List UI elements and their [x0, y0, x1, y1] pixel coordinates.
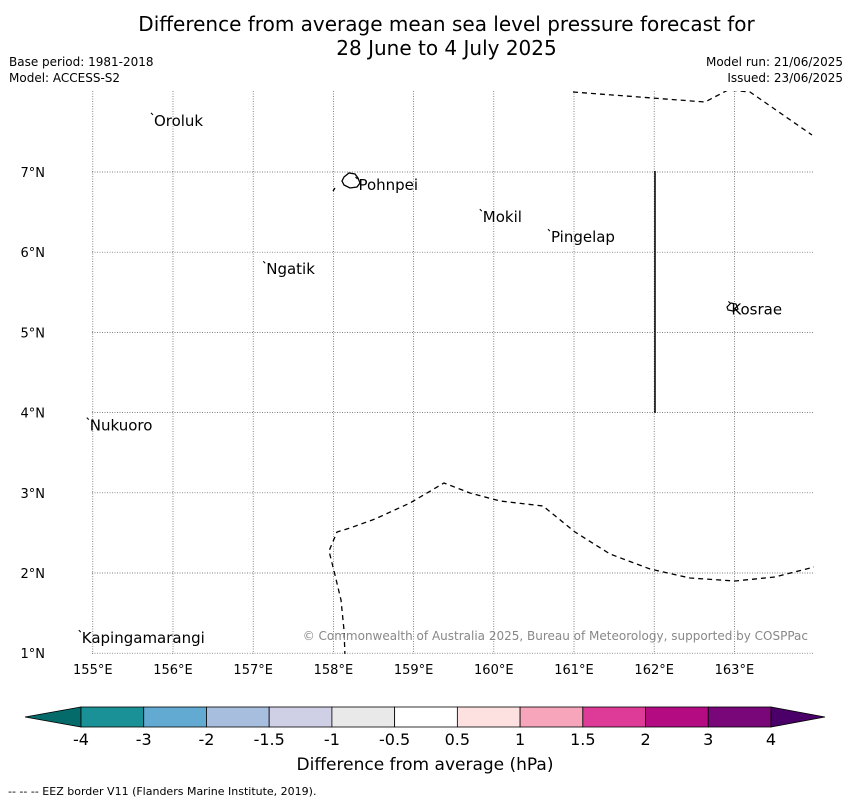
- lat-tick-label: 6°N: [21, 246, 46, 261]
- axis-labels: 155°E 156°E 157°E 158°E 159°E 160°E 161°E 162°E…: [21, 166, 755, 678]
- colorbar-swatch: [80, 706, 145, 728]
- place-marker: [479, 208, 483, 212]
- lon-tick-label: 157°E: [233, 663, 273, 678]
- place-label: Ngatik: [266, 260, 315, 278]
- place-label: Kosrae: [731, 300, 782, 318]
- eez-border-west: [332, 187, 336, 192]
- lon-tick-label: 158°E: [314, 663, 354, 678]
- colorbar-tick-label: 2: [640, 730, 650, 749]
- colorbar-label: Difference from average (hPa): [296, 755, 554, 775]
- colorbar-swatch: [645, 706, 709, 728]
- lat-tick-label: 4°N: [21, 407, 46, 422]
- colorbar-tick-label: 0.5: [445, 730, 470, 749]
- footer-note: -- -- -- EEZ border V11 (Flanders Marine…: [8, 785, 317, 798]
- place-marker: [78, 629, 82, 633]
- pohnpei-island: [341, 172, 361, 189]
- place-label: Kapingamarangi: [82, 629, 205, 647]
- colorbar-swatch: [456, 706, 521, 728]
- eez-border-north: [572, 91, 813, 136]
- place-marker: [86, 417, 90, 420]
- colorbar: -4 -3 -2 -1.5 -1 -0.5 0.5 1 1.5 2 3 4: [24, 706, 826, 749]
- title-line-2: 28 June to 4 July 2025: [336, 36, 557, 60]
- colorbar-tick-label: -0.5: [379, 730, 410, 749]
- colorbar-swatch: [707, 706, 772, 728]
- lat-tick-label: 7°N: [21, 166, 46, 181]
- colorbar-tick-label: -3: [136, 730, 152, 749]
- place-marker: [150, 112, 154, 116]
- meta-left: Base period: 1981-2018 Model: ACCESS-S2: [9, 54, 154, 86]
- place-label: Pingelap: [551, 228, 615, 246]
- graticule: [92, 91, 814, 654]
- place-marker: [728, 300, 731, 304]
- chart-title: Difference from average mean sea level p…: [0, 12, 850, 60]
- place-marker: [262, 260, 266, 264]
- colorbar-tick-label: -2: [198, 730, 214, 749]
- lon-tick-label: 162°E: [634, 663, 674, 678]
- place-label: Pohnpei: [358, 176, 418, 194]
- colorbar-swatch: [582, 706, 646, 728]
- colorbar-low-extend: [24, 706, 82, 728]
- colorbar-swatch: [143, 706, 207, 728]
- lat-tick-label: 5°N: [21, 326, 46, 341]
- lat-tick-label: 3°N: [21, 487, 46, 502]
- issued-text: Issued: 23/06/2025: [727, 71, 843, 85]
- place-label: Mokil: [483, 208, 522, 226]
- colorbar-tick-label: -4: [73, 730, 89, 749]
- model-run-text: Model run: 21/06/2025: [705, 55, 843, 69]
- colorbar-high-extend: [770, 706, 826, 728]
- colorbar-swatch: [519, 706, 584, 728]
- lon-tick-label: 156°E: [153, 663, 193, 678]
- base-period-text: Base period: 1981-2018: [9, 55, 154, 69]
- colorbar-swatch: [394, 706, 458, 728]
- colorbar-tick-label: 1: [515, 730, 525, 749]
- lon-tick-label: 163°E: [715, 663, 755, 678]
- lat-tick-label: 1°N: [21, 647, 46, 662]
- place-marker: [355, 176, 358, 180]
- colorbar-tick-label: -1.5: [254, 730, 285, 749]
- colorbar-tick-label: -1: [324, 730, 340, 749]
- kosrae-island: [726, 302, 739, 312]
- copyright-text: © Commonwealth of Australia 2025, Bureau…: [303, 629, 808, 643]
- meta-right: Model run: 21/06/2025 Issued: 23/06/2025: [706, 54, 843, 86]
- colorbar-tick-label: 4: [766, 730, 776, 749]
- lon-tick-label: 161°E: [554, 663, 594, 678]
- colorbar-swatch: [331, 706, 396, 728]
- colorbar-tick-label: 1.5: [570, 730, 595, 749]
- title-line-1: Difference from average mean sea level p…: [138, 12, 755, 36]
- eez-border-south: [328, 482, 814, 654]
- colorbar-tick-label: 3: [703, 730, 713, 749]
- place-marker: [547, 228, 551, 232]
- model-text: Model: ACCESS-S2: [9, 71, 121, 85]
- place-labels: Oroluk Pohnpei Mokil Pingelap Ngatik Kosrae Nu…: [78, 112, 782, 647]
- lon-tick-label: 160°E: [474, 663, 514, 678]
- place-label: Nukuoro: [90, 417, 153, 435]
- colorbar-swatch: [206, 706, 270, 728]
- lon-tick-label: 155°E: [73, 663, 113, 678]
- lon-tick-label: 159°E: [394, 663, 434, 678]
- place-label: Oroluk: [154, 112, 203, 130]
- colorbar-swatch: [268, 706, 333, 728]
- lat-tick-label: 2°N: [21, 567, 46, 582]
